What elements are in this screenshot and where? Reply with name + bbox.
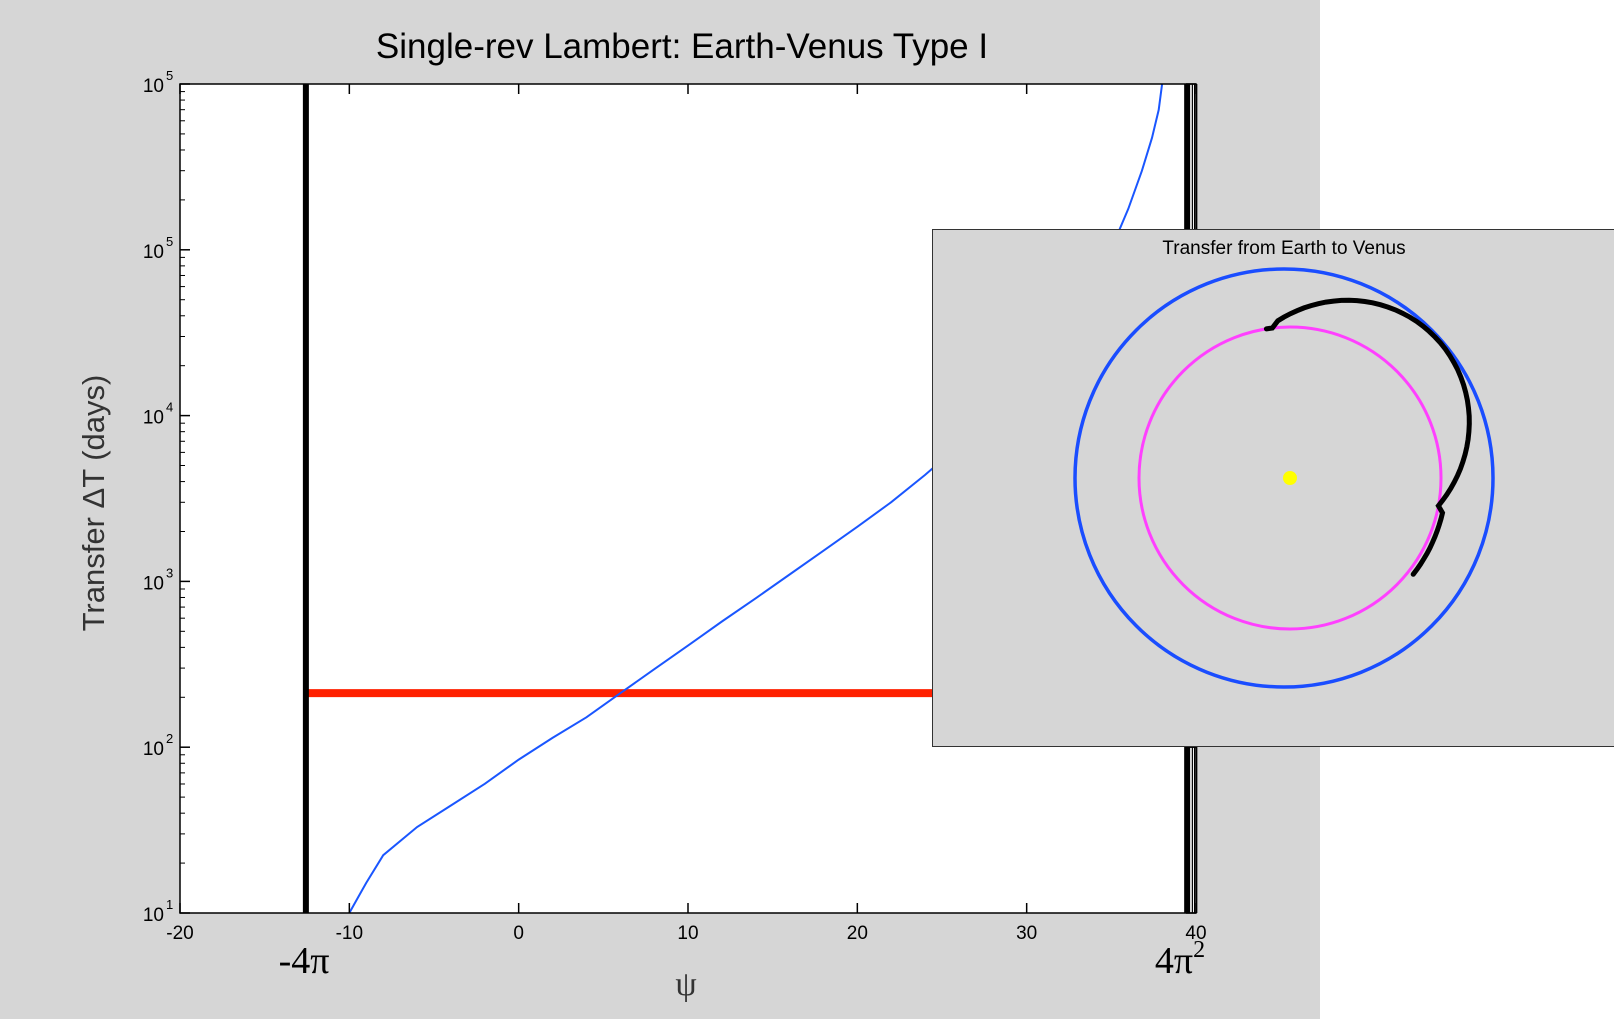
orbit-inset-panel: Transfer from Earth to Venus [932, 229, 1614, 747]
chart-title: Single-rev Lambert: Earth-Venus Type I [376, 27, 988, 66]
y-tick-label: 10 [143, 76, 164, 97]
x-axis-ticks: -20 -10 0 10 20 30 40 [166, 84, 1207, 944]
x-tick-label: 40 [1185, 923, 1206, 944]
right-bound-label-base: 4π [1155, 940, 1193, 982]
x-axis-label: ψ [675, 966, 696, 1003]
x-tick-label: 0 [513, 923, 524, 944]
y-axis-label: Transfer ΔT (days) [76, 375, 111, 632]
y-tick-label: 10 [143, 573, 164, 594]
y-tick-label-exponent: 3 [166, 565, 173, 580]
y-tick-label-exponent: 2 [166, 731, 173, 746]
x-tick-label: 10 [677, 923, 698, 944]
x-tick-label: 30 [1016, 923, 1037, 944]
y-tick-label: 10 [143, 905, 164, 926]
earth-orbit [1073, 267, 1495, 689]
x-tick-label: 20 [847, 923, 868, 944]
right-bound-label: 4π2 [1155, 937, 1205, 982]
y-tick-label-exponent: 5 [166, 234, 173, 249]
inset-title: Transfer from Earth to Venus [1162, 238, 1405, 259]
transfer-arc [1263, 297, 1472, 577]
y-tick-label: 10 [143, 242, 164, 263]
right-bound-label-superscript: 2 [1193, 937, 1205, 963]
sun-icon [1283, 471, 1297, 485]
y-tick-label-exponent: 1 [166, 897, 173, 912]
x-tick-label: -20 [166, 923, 193, 944]
venus-orbit [1137, 325, 1443, 631]
y-tick-label: 10 [143, 408, 164, 429]
y-tick-label-exponent: 4 [166, 400, 173, 415]
left-bound-label: -4π [279, 940, 330, 982]
y-tick-label: 10 [143, 739, 164, 760]
orbit-diagram: Transfer from Earth to Venus [1073, 238, 1495, 689]
y-tick-label-exponent: 5 [166, 68, 173, 83]
x-tick-label: -10 [336, 923, 363, 944]
